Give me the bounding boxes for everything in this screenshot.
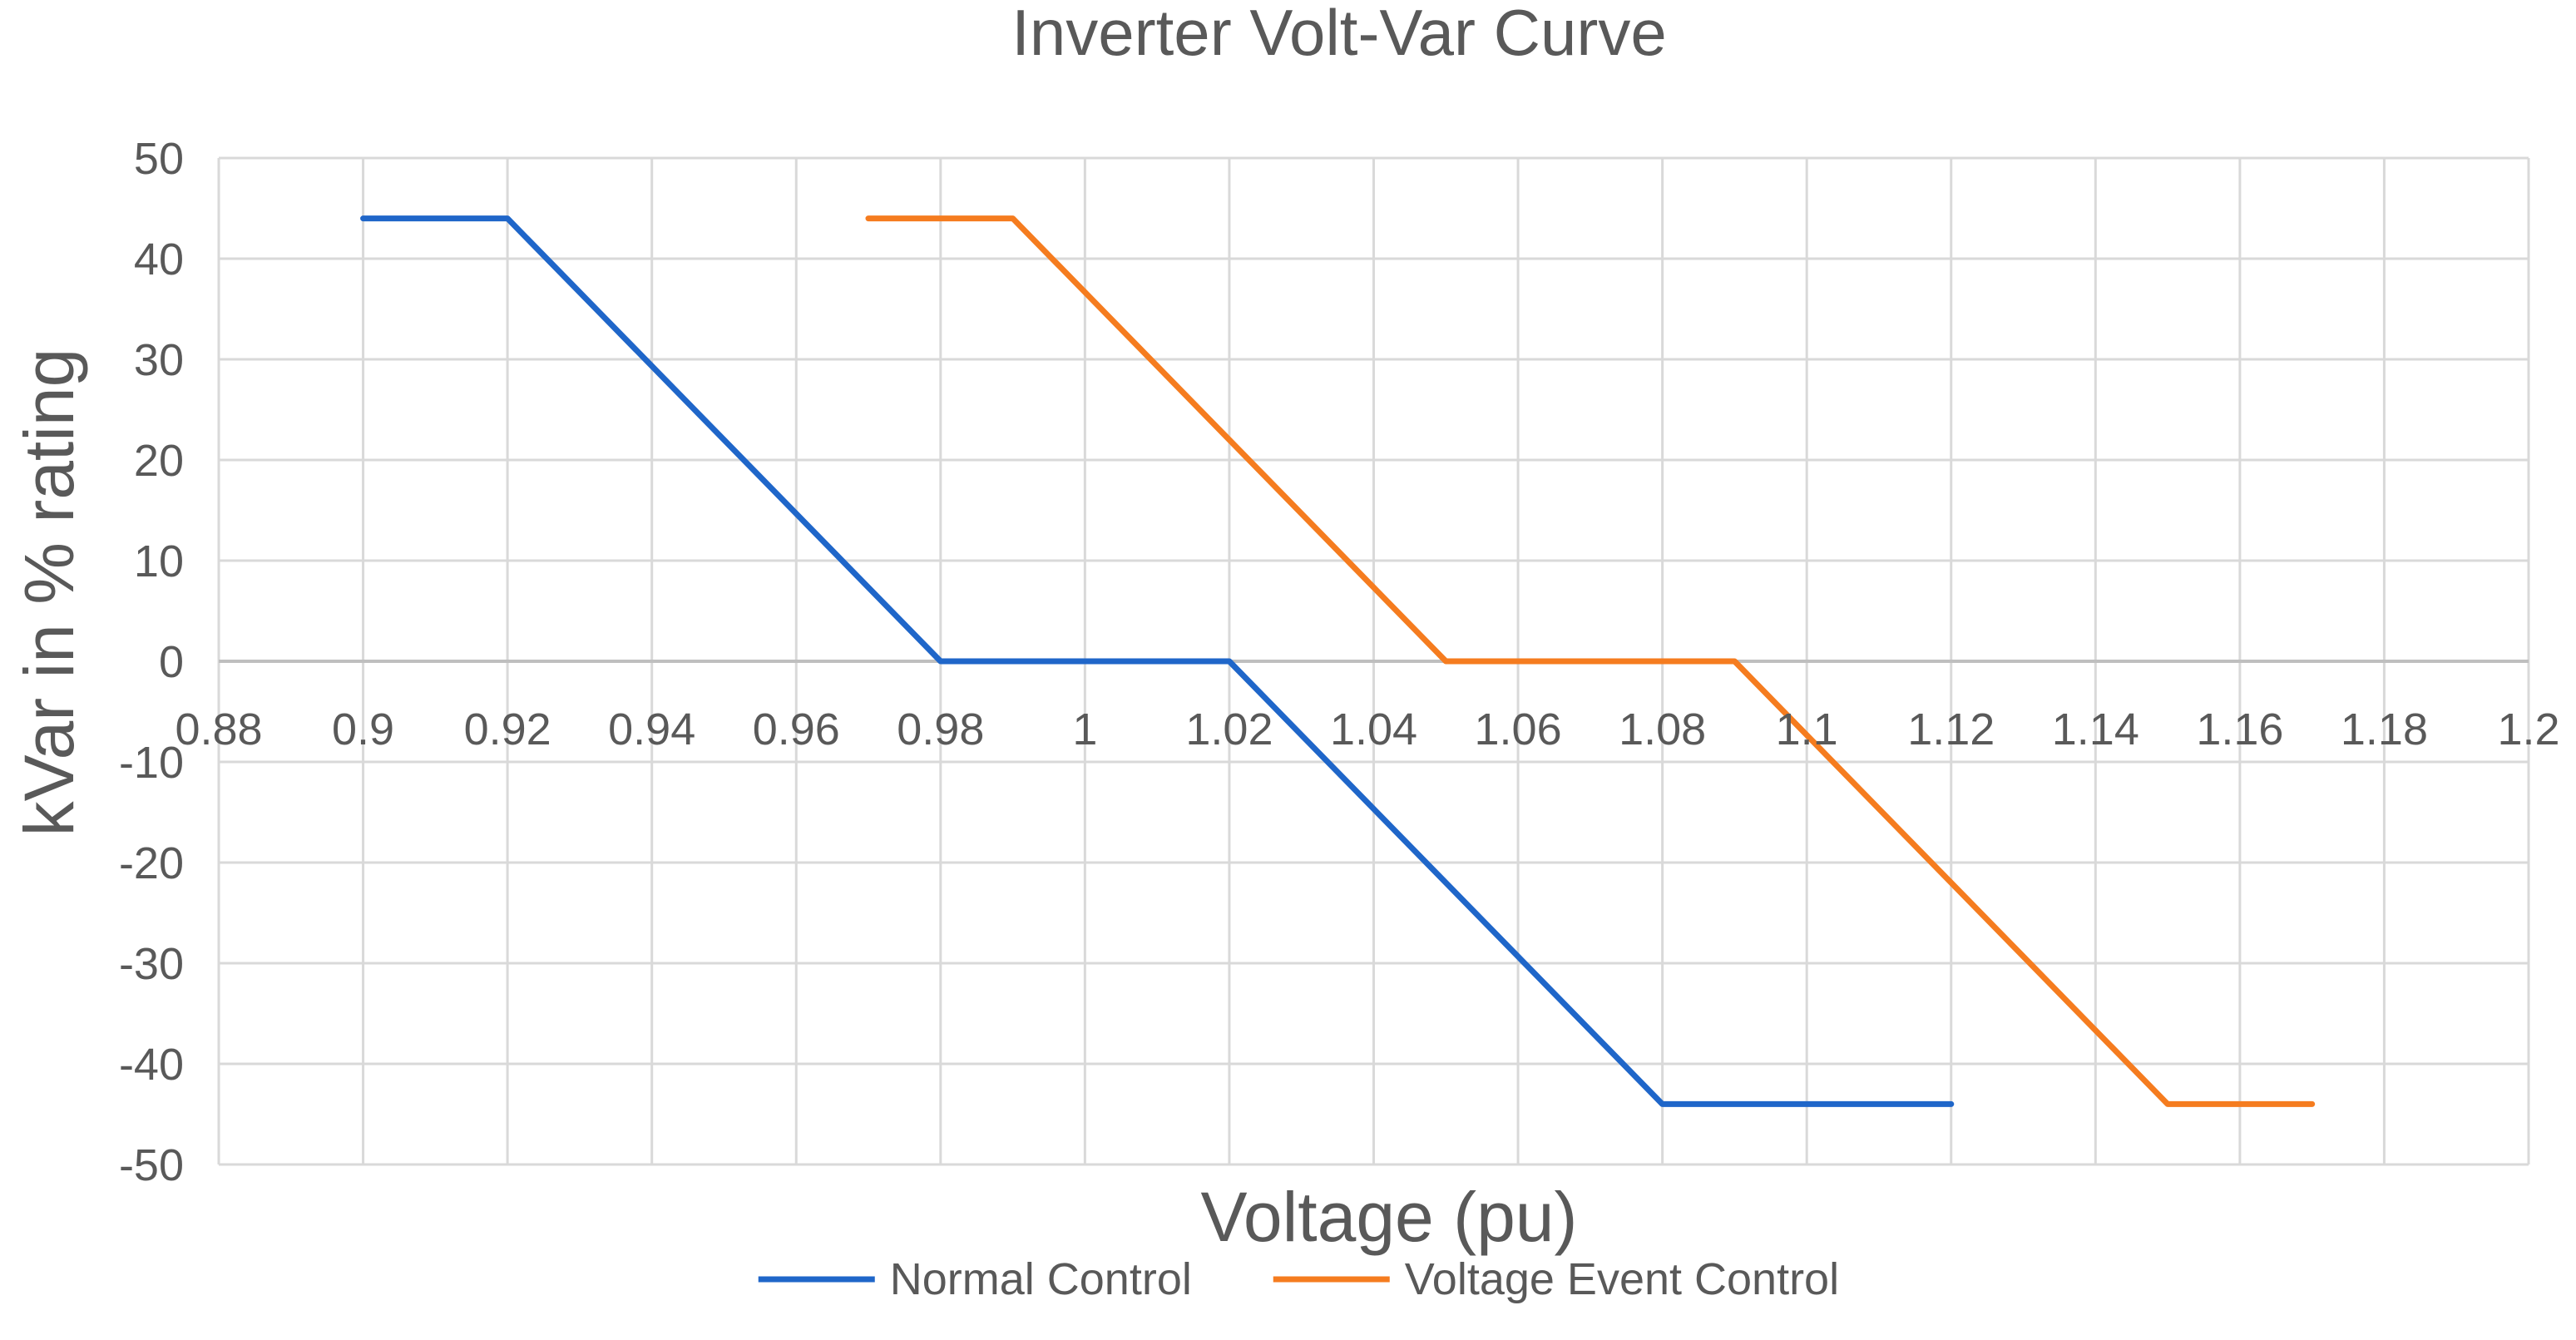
tick-labels: 50 40 30 20 10 0 -10 -20 -30 -40 -50 0.88 0.9 0.92 0.9… [119,134,2560,1190]
legend: Normal Control Voltage Event Control [758,1254,1839,1304]
y-tick-label: 50 [134,134,184,184]
series-lines [360,215,2316,1107]
legend-label: Normal Control [890,1254,1192,1304]
x-tick-label: 1.06 [1475,705,1562,754]
x-tick-label: 1.12 [1907,705,1995,754]
legend-label: Voltage Event Control [1405,1254,1839,1304]
x-tick-label: 1.1 [1776,705,1838,754]
x-tick-label: 0.9 [332,705,394,754]
x-tick-label: 0.92 [464,705,551,754]
y-tick-label: 20 [134,436,184,486]
y-axis-title: kVar in % rating [10,349,88,837]
series-line-normal-control [360,215,1955,1107]
y-tick-label: -20 [119,838,184,888]
x-tick-label: 0.94 [608,705,695,754]
x-tick-label: 1.18 [2341,705,2428,754]
y-tick-label: 0 [159,637,184,687]
y-tick-label: -30 [119,939,184,989]
x-tick-label: 1.2 [2497,705,2559,754]
x-tick-label: 1.02 [1185,705,1273,754]
series-line-voltage-event-control [865,215,2316,1107]
x-tick-label: 0.98 [897,705,984,754]
y-tick-label: 30 [134,335,184,385]
y-tick-label: -10 [119,738,184,788]
x-axis-title: Voltage (pu) [1201,1178,1578,1256]
legend-item-normal-control: Normal Control [758,1254,1192,1304]
x-tick-label: 0.88 [175,705,262,754]
axis-lines [217,158,2529,1164]
y-tick-label: -50 [119,1140,184,1190]
x-tick-label: 1.04 [1330,705,1417,754]
x-tick-label: 1.16 [2196,705,2283,754]
legend-item-voltage-event-control: Voltage Event Control [1273,1254,1839,1304]
x-tick-label: 1 [1072,705,1097,754]
chart-title: Inverter Volt-Var Curve [1011,0,1667,69]
y-tick-label: 10 [134,536,184,586]
y-tick-label: 40 [134,235,184,284]
x-tick-label: 0.96 [753,705,840,754]
x-tick-label: 1.14 [2052,705,2139,754]
y-tick-label: -40 [119,1040,184,1090]
x-tick-label: 1.08 [1619,705,1706,754]
